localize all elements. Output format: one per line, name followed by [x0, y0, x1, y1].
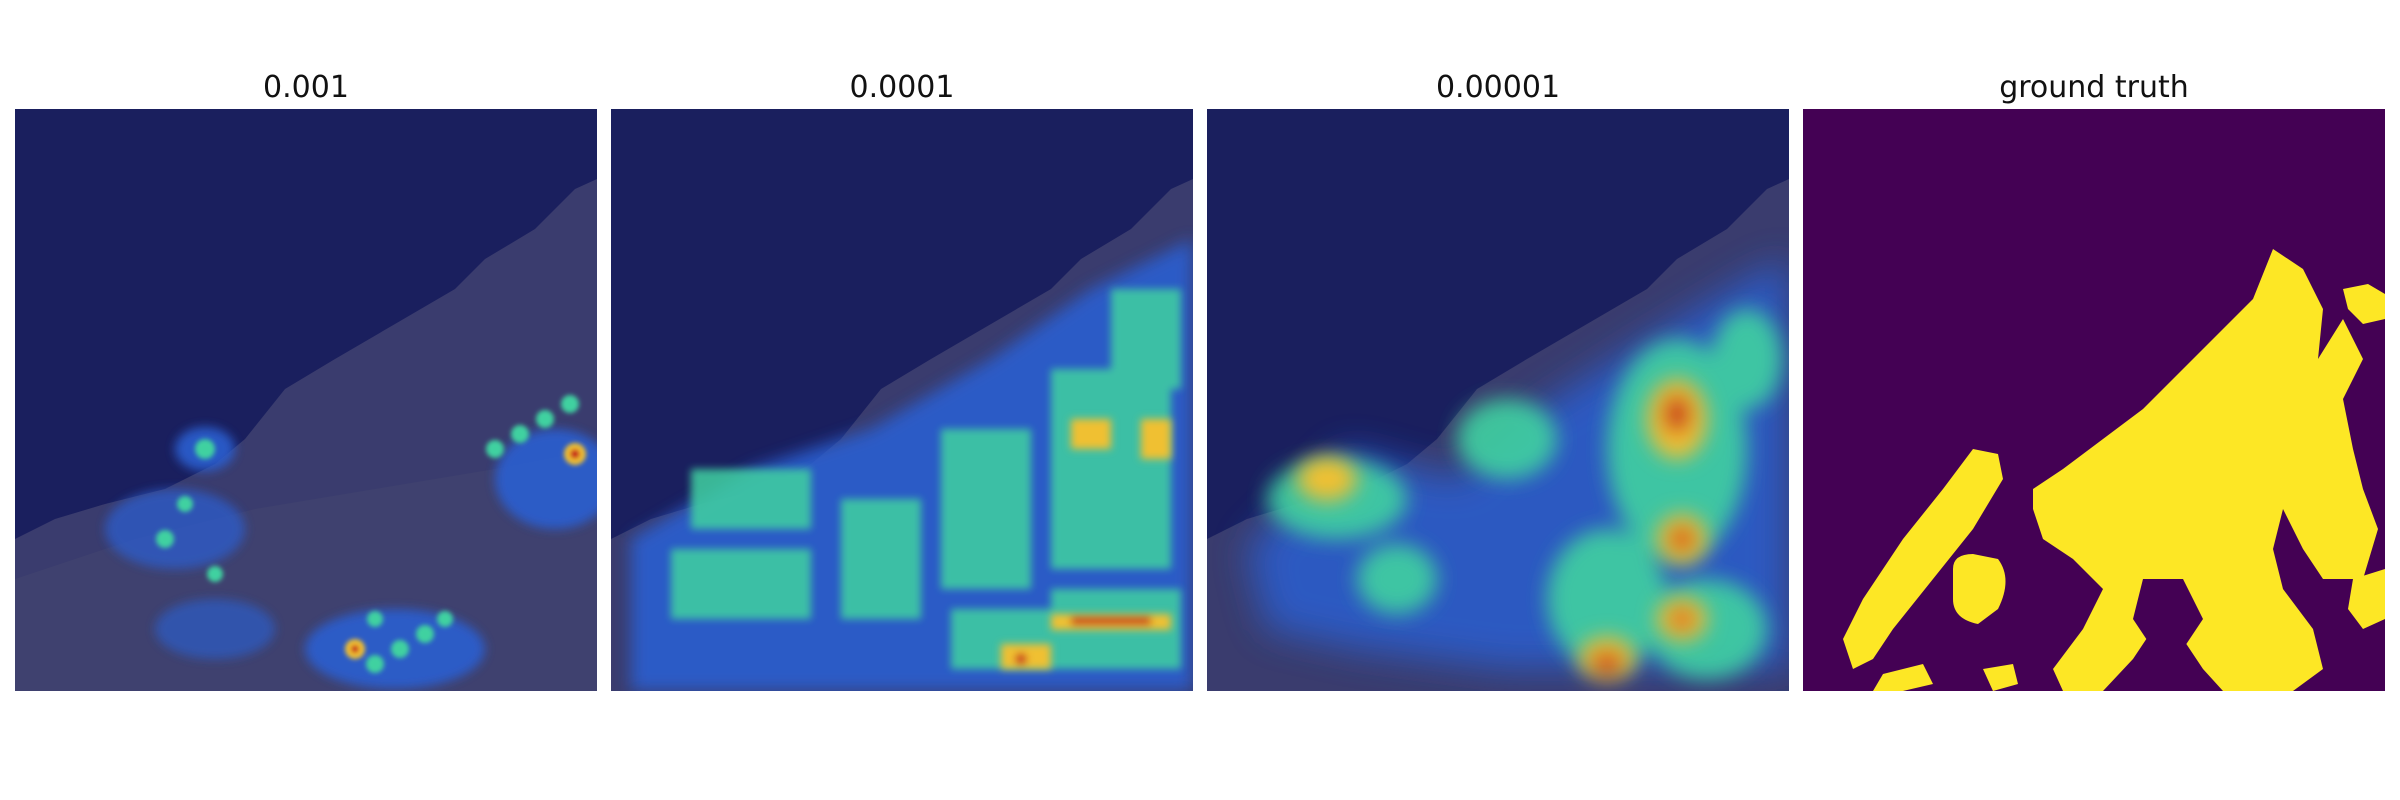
panel-title: 0.0001: [849, 70, 955, 105]
heatmap-overlay-image: [15, 109, 597, 691]
heatmap-overlay-image: [1207, 109, 1789, 691]
ground-truth-mask-image: [1803, 109, 2385, 691]
panel-title: 0.00001: [1435, 70, 1561, 105]
panel-title: ground truth: [1999, 70, 2189, 105]
panel-title: 0.001: [263, 70, 349, 105]
heatmap-overlay-image: [611, 109, 1193, 691]
